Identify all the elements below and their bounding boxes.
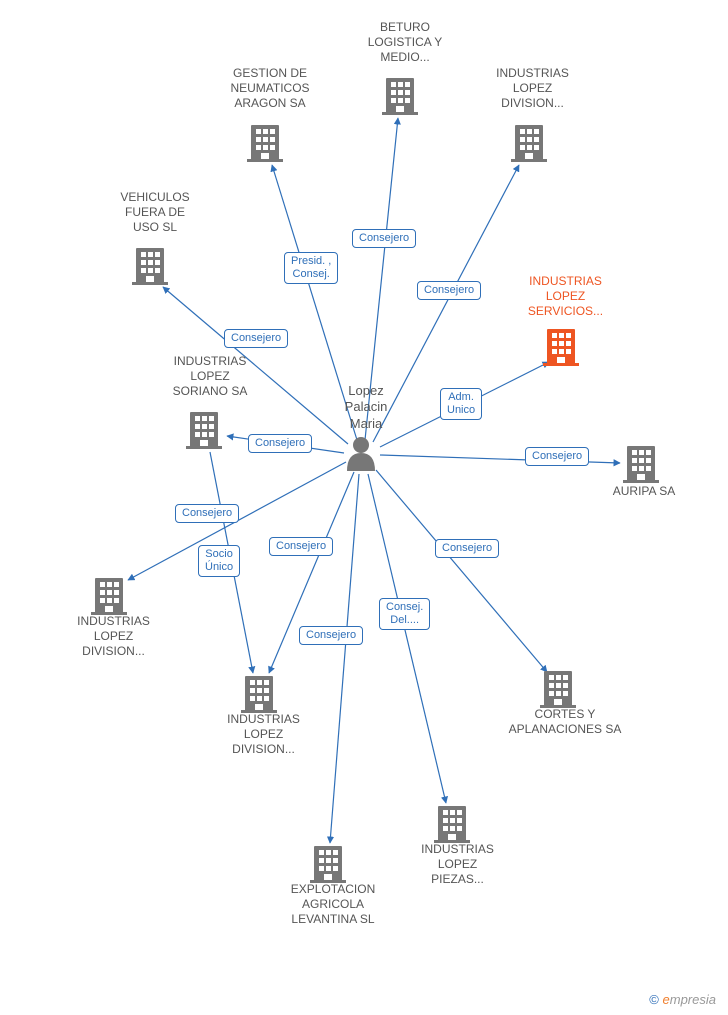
- building-icon[interactable]: [511, 125, 547, 162]
- copyright-symbol: ©: [649, 992, 659, 1007]
- building-icon[interactable]: [434, 806, 470, 843]
- network-svg: [0, 0, 728, 1015]
- company-label-ind_div_2[interactable]: INDUSTRIAS LOPEZ DIVISION...: [66, 614, 161, 659]
- company-label-vehiculos[interactable]: VEHICULOS FUERA DE USO SL: [110, 190, 200, 235]
- company-label-soriano[interactable]: INDUSTRIAS LOPEZ SORIANO SA: [160, 354, 260, 399]
- edge-label-beturo[interactable]: Consejero: [352, 229, 416, 248]
- edge-label-soriano-ind_div_3[interactable]: Socio Único: [198, 545, 240, 577]
- company-label-cortes[interactable]: CORTES Y APLANACIONES SA: [500, 707, 630, 737]
- building-icon[interactable]: [382, 78, 418, 115]
- edge-label-vehiculos[interactable]: Consejero: [224, 329, 288, 348]
- building-icon[interactable]: [132, 248, 168, 285]
- brand-rest: mpresia: [670, 992, 716, 1007]
- edge-label-ind_div_1[interactable]: Consejero: [417, 281, 481, 300]
- edge-label-cortes[interactable]: Consejero: [435, 539, 499, 558]
- building-icon[interactable]: [540, 671, 576, 708]
- company-label-piezas[interactable]: INDUSTRIAS LOPEZ PIEZAS...: [410, 842, 505, 887]
- building-icon[interactable]: [247, 125, 283, 162]
- edge-line: [368, 474, 446, 803]
- brand-first-letter: e: [663, 992, 670, 1007]
- building-icon[interactable]: [91, 578, 127, 615]
- center-person-label[interactable]: Lopez Palacin Maria: [341, 383, 391, 432]
- footer-attribution: © empresia: [649, 992, 716, 1007]
- building-icon[interactable]: [543, 329, 579, 366]
- company-label-auripa[interactable]: AURIPA SA: [604, 484, 684, 499]
- building-icon[interactable]: [241, 676, 277, 713]
- building-icon[interactable]: [623, 446, 659, 483]
- edge-label-soriano[interactable]: Consejero: [248, 434, 312, 453]
- company-label-gestion[interactable]: GESTION DE NEUMATICOS ARAGON SA: [220, 66, 320, 111]
- edge-label-ind_div_3[interactable]: Consejero: [269, 537, 333, 556]
- building-icon[interactable]: [186, 412, 222, 449]
- company-label-servicios[interactable]: INDUSTRIAS LOPEZ SERVICIOS...: [518, 274, 613, 319]
- company-label-ind_div_1[interactable]: INDUSTRIAS LOPEZ DIVISION...: [485, 66, 580, 111]
- person-icon[interactable]: [347, 437, 375, 471]
- edge-label-explot[interactable]: Consejero: [299, 626, 363, 645]
- building-icon[interactable]: [310, 846, 346, 883]
- edge-label-servicios[interactable]: Adm. Unico: [440, 388, 482, 420]
- edge-label-ind_div_2[interactable]: Consejero: [175, 504, 239, 523]
- edge-line: [330, 474, 359, 843]
- edge-label-gestion[interactable]: Presid. , Consej.: [284, 252, 338, 284]
- company-label-ind_div_3[interactable]: INDUSTRIAS LOPEZ DIVISION...: [216, 712, 311, 757]
- company-label-explot[interactable]: EXPLOTACION AGRICOLA LEVANTINA SL: [278, 882, 388, 927]
- edge-label-auripa[interactable]: Consejero: [525, 447, 589, 466]
- edge-label-piezas[interactable]: Consej. Del....: [379, 598, 430, 630]
- company-label-beturo[interactable]: BETURO LOGISTICA Y MEDIO...: [360, 20, 450, 65]
- edge-line: [376, 470, 547, 672]
